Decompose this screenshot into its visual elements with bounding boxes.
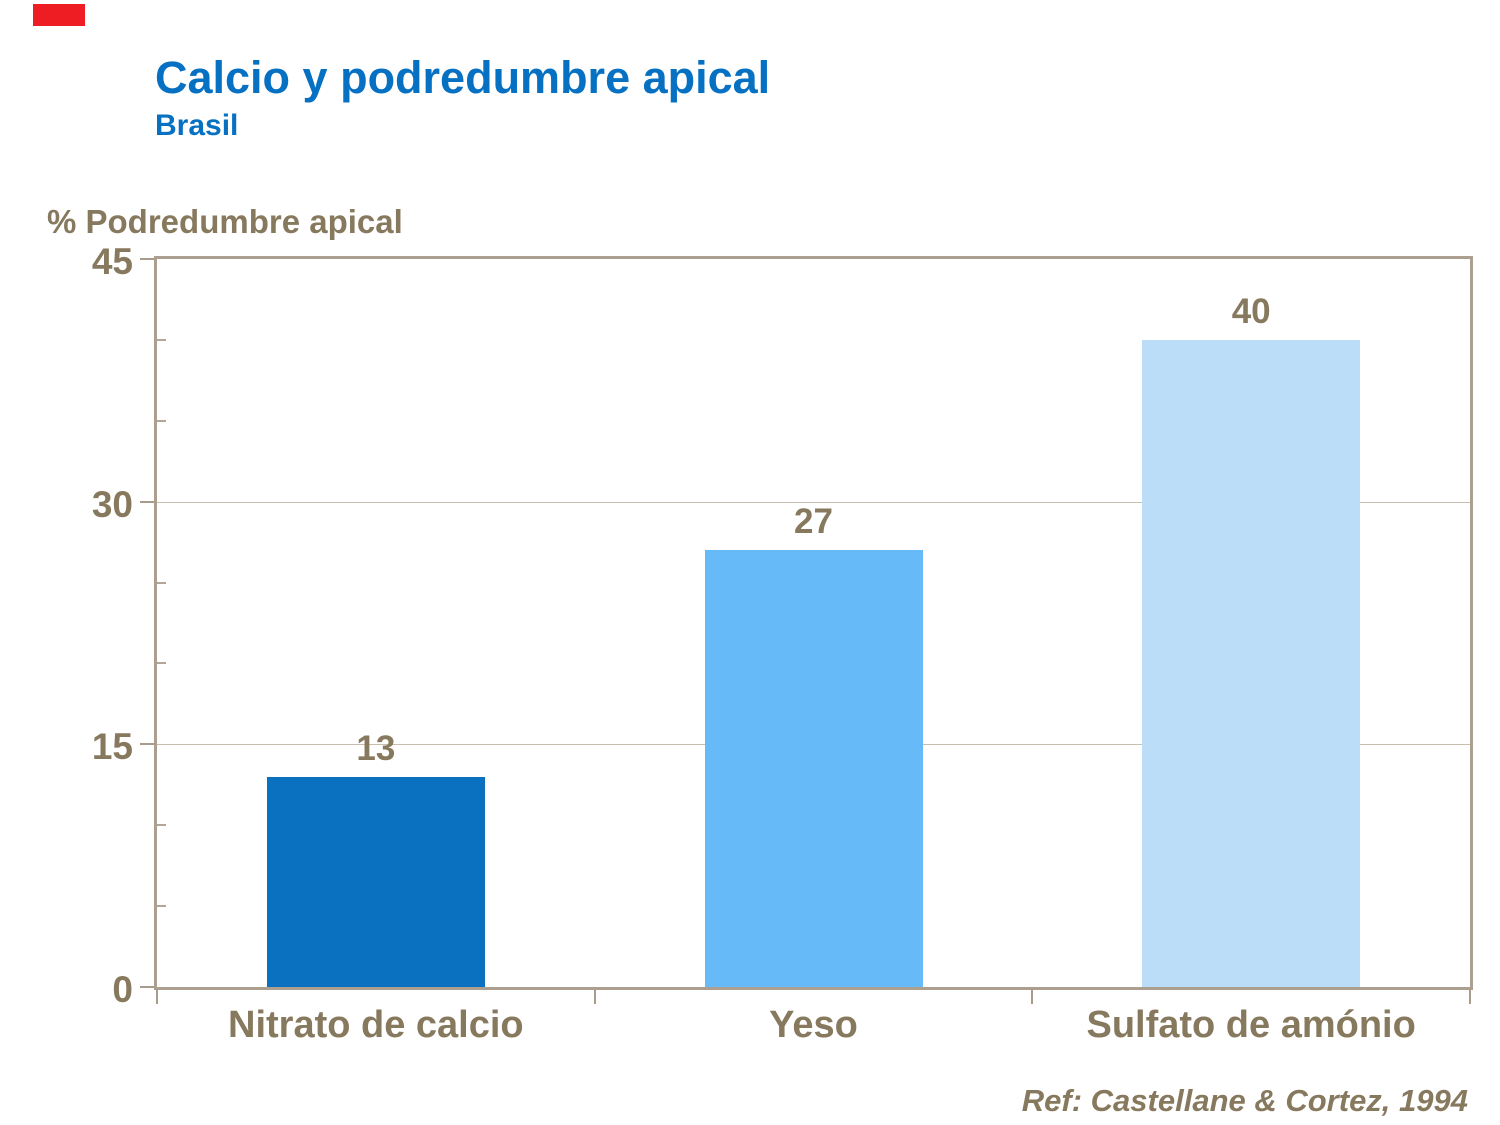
y-axis-minor-tick — [157, 824, 166, 827]
x-axis-tick — [156, 990, 158, 1004]
x-axis-tick — [1031, 990, 1034, 1004]
y-axis-major-tick — [140, 743, 154, 746]
y-axis-minor-tick — [157, 905, 166, 908]
bar-1 — [266, 776, 485, 987]
y-axis-major-tick — [140, 258, 154, 260]
x-axis-tick — [1469, 990, 1471, 1004]
y-axis-minor-tick — [157, 338, 166, 341]
red-corner-mark — [33, 4, 85, 26]
y-axis-minor-tick — [157, 419, 166, 422]
plot-frame: 0 15 30 45 13 Nitrato de calcio 27 Yeso 40 Sulfat… — [92, 243, 1473, 1046]
y-axis-title: % Podredumbre apical — [47, 203, 403, 240]
x-category-label: Yeso — [769, 1004, 858, 1046]
y-axis-minor-tick — [157, 581, 166, 584]
y-tick-label: 15 — [91, 726, 133, 768]
y-axis-minor-tick — [157, 662, 166, 665]
x-axis-tick — [593, 990, 596, 1004]
bar-3 — [1142, 339, 1361, 987]
x-category-label: Sulfato de amónio — [1086, 1004, 1416, 1046]
y-tick-label: 0 — [112, 969, 133, 1010]
bar-value-label: 13 — [356, 728, 396, 768]
x-category-label: Nitrato de calcio — [228, 1004, 524, 1046]
bar-2 — [704, 550, 923, 987]
chart-subtitle: Brasil — [155, 109, 239, 142]
y-axis-major-tick — [140, 986, 154, 988]
y-axis-major-tick — [140, 500, 154, 503]
y-gridline-30 — [157, 501, 1470, 503]
chart-title: Calcio y podredumbre apical — [155, 52, 771, 103]
reference-text: Ref: Castellane & Cortez, 1994 — [1021, 1083, 1468, 1118]
y-tick-label: 30 — [91, 483, 133, 525]
y-tick-label: 45 — [91, 241, 133, 282]
bar-value-label: 27 — [794, 502, 833, 542]
bar-value-label: 40 — [1231, 291, 1271, 331]
